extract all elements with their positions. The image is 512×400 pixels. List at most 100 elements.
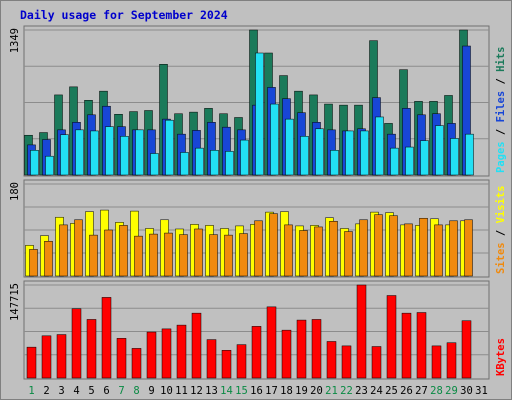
bar-sites-day-8	[134, 235, 143, 277]
bar-pages-day-14	[225, 151, 234, 176]
bar-sites-day-19	[299, 230, 308, 277]
bar-pages-day-30	[465, 133, 474, 176]
panel-hits-series-labels: Pages / Files / Hits	[495, 47, 507, 173]
x-tick-label: 30	[460, 385, 473, 397]
label-separator: /	[495, 72, 507, 91]
bar-kbytes-day-9	[146, 331, 157, 379]
bar-sites-day-22	[344, 231, 353, 277]
panel-kbytes: 147715 KBytes	[9, 280, 507, 380]
bar-pages-day-9	[150, 153, 159, 176]
bar-kbytes-day-18	[281, 329, 292, 379]
bar-sites-day-14	[224, 234, 233, 277]
bar-pages-day-19	[300, 136, 309, 176]
bar-kbytes-day-22	[341, 345, 352, 379]
bar-pages-day-25	[390, 147, 399, 176]
bar-sites-day-9	[149, 233, 158, 277]
bar-pages-day-18	[285, 118, 294, 176]
bar-pages-day-13	[210, 150, 219, 176]
series-label: Hits	[495, 47, 507, 72]
bar-kbytes-day-15	[236, 344, 247, 379]
x-axis-tick-labels: 1 2 3 4 5 6 7 8 9 10 11 12 13 14 15 16 17 18 19 20 21 22 23 24 2…	[28, 385, 487, 397]
bar-sites-day-21	[329, 221, 338, 277]
bar-pages-day-21	[330, 150, 339, 176]
x-tick-label: 20	[310, 385, 323, 397]
x-tick-label: 6	[103, 385, 109, 397]
bar-sites-day-5	[89, 234, 98, 277]
x-tick-label: 17	[265, 385, 278, 397]
x-tick-label: 29	[445, 385, 458, 397]
bar-pages-day-1	[30, 150, 39, 176]
x-tick-label: 12	[190, 385, 203, 397]
bar-kbytes-day-23	[356, 284, 367, 379]
bar-pages-day-11	[180, 152, 189, 176]
bar-kbytes-day-7	[116, 338, 127, 379]
bar-kbytes-day-4	[71, 308, 82, 379]
bar-pages-day-12	[195, 147, 204, 176]
x-tick-label: 28	[430, 385, 443, 397]
panel-kbytes-series-labels: KBytes	[495, 338, 507, 376]
bar-pages-day-27	[420, 140, 429, 176]
bar-pages-day-6	[105, 126, 114, 176]
series-label: Files	[495, 91, 507, 123]
chart-title: Daily usage for September 2024	[20, 8, 228, 22]
bar-kbytes-day-27	[416, 312, 427, 379]
bar-sites-day-2	[44, 240, 53, 277]
bar-pages-day-29	[450, 138, 459, 176]
bar-sites-day-11	[179, 234, 188, 277]
panel-visits-max-label: 180	[9, 182, 21, 201]
series-sites	[29, 213, 473, 277]
x-tick-label: 4	[73, 385, 79, 397]
x-tick-label: 16	[250, 385, 263, 397]
series-label: Visits	[495, 185, 507, 223]
x-tick-label: 10	[160, 385, 173, 397]
bar-kbytes-day-16	[251, 326, 262, 379]
bar-sites-day-18	[284, 224, 293, 277]
bar-sites-day-3	[59, 224, 68, 277]
panel-hits-max-label: 1349	[9, 28, 21, 53]
x-tick-label: 15	[235, 385, 248, 397]
panel-hits: 1349 Pages / Files / Hits	[9, 25, 507, 177]
bar-kbytes-day-26	[401, 312, 412, 379]
bar-pages-day-3	[60, 134, 69, 176]
bar-sites-day-27	[419, 217, 428, 277]
x-tick-label: 18	[280, 385, 293, 397]
series-label: KBytes	[495, 338, 507, 376]
bar-kbytes-day-1	[26, 346, 37, 379]
bar-pages-day-26	[405, 146, 414, 176]
bar-sites-day-10	[164, 232, 173, 277]
bar-sites-day-16	[254, 220, 263, 277]
bar-kbytes-day-20	[311, 319, 322, 379]
panel-visits-series-labels: Sites / Visits	[495, 185, 507, 274]
bar-kbytes-day-2	[41, 335, 52, 379]
bar-sites-day-29	[449, 220, 458, 277]
bar-pages-day-15	[240, 139, 249, 176]
bar-pages-day-5	[90, 130, 99, 176]
bar-sites-day-17	[269, 213, 278, 277]
bar-sites-day-30	[464, 219, 473, 277]
bar-kbytes-day-29	[446, 342, 457, 379]
bar-pages-day-7	[120, 136, 129, 176]
bar-kbytes-day-6	[101, 297, 112, 379]
bar-kbytes-day-11	[176, 324, 187, 379]
panel-visits: 180 Sites / Visits	[9, 179, 507, 278]
bar-kbytes-day-19	[296, 319, 307, 379]
bar-pages-day-24	[375, 116, 384, 176]
bar-pages-day-10	[165, 119, 174, 176]
panel-kbytes-max-label: 147715	[9, 283, 21, 321]
bar-kbytes-day-8	[131, 348, 142, 379]
bar-kbytes-day-21	[326, 341, 337, 379]
bar-kbytes-day-25	[386, 295, 397, 379]
bar-sites-day-13	[209, 234, 218, 277]
bar-sites-day-23	[359, 219, 368, 277]
bar-kbytes-day-12	[191, 312, 202, 379]
bar-pages-day-2	[45, 155, 54, 176]
x-tick-label: 24	[370, 385, 383, 397]
bar-sites-day-15	[239, 233, 248, 277]
bar-pages-day-20	[315, 128, 324, 176]
x-tick-label: 11	[175, 385, 188, 397]
x-tick-label: 9	[148, 385, 154, 397]
x-tick-label: 22	[340, 385, 353, 397]
label-separator: /	[495, 122, 507, 141]
bar-sites-day-1	[29, 249, 38, 277]
bar-pages-day-16	[255, 52, 264, 176]
